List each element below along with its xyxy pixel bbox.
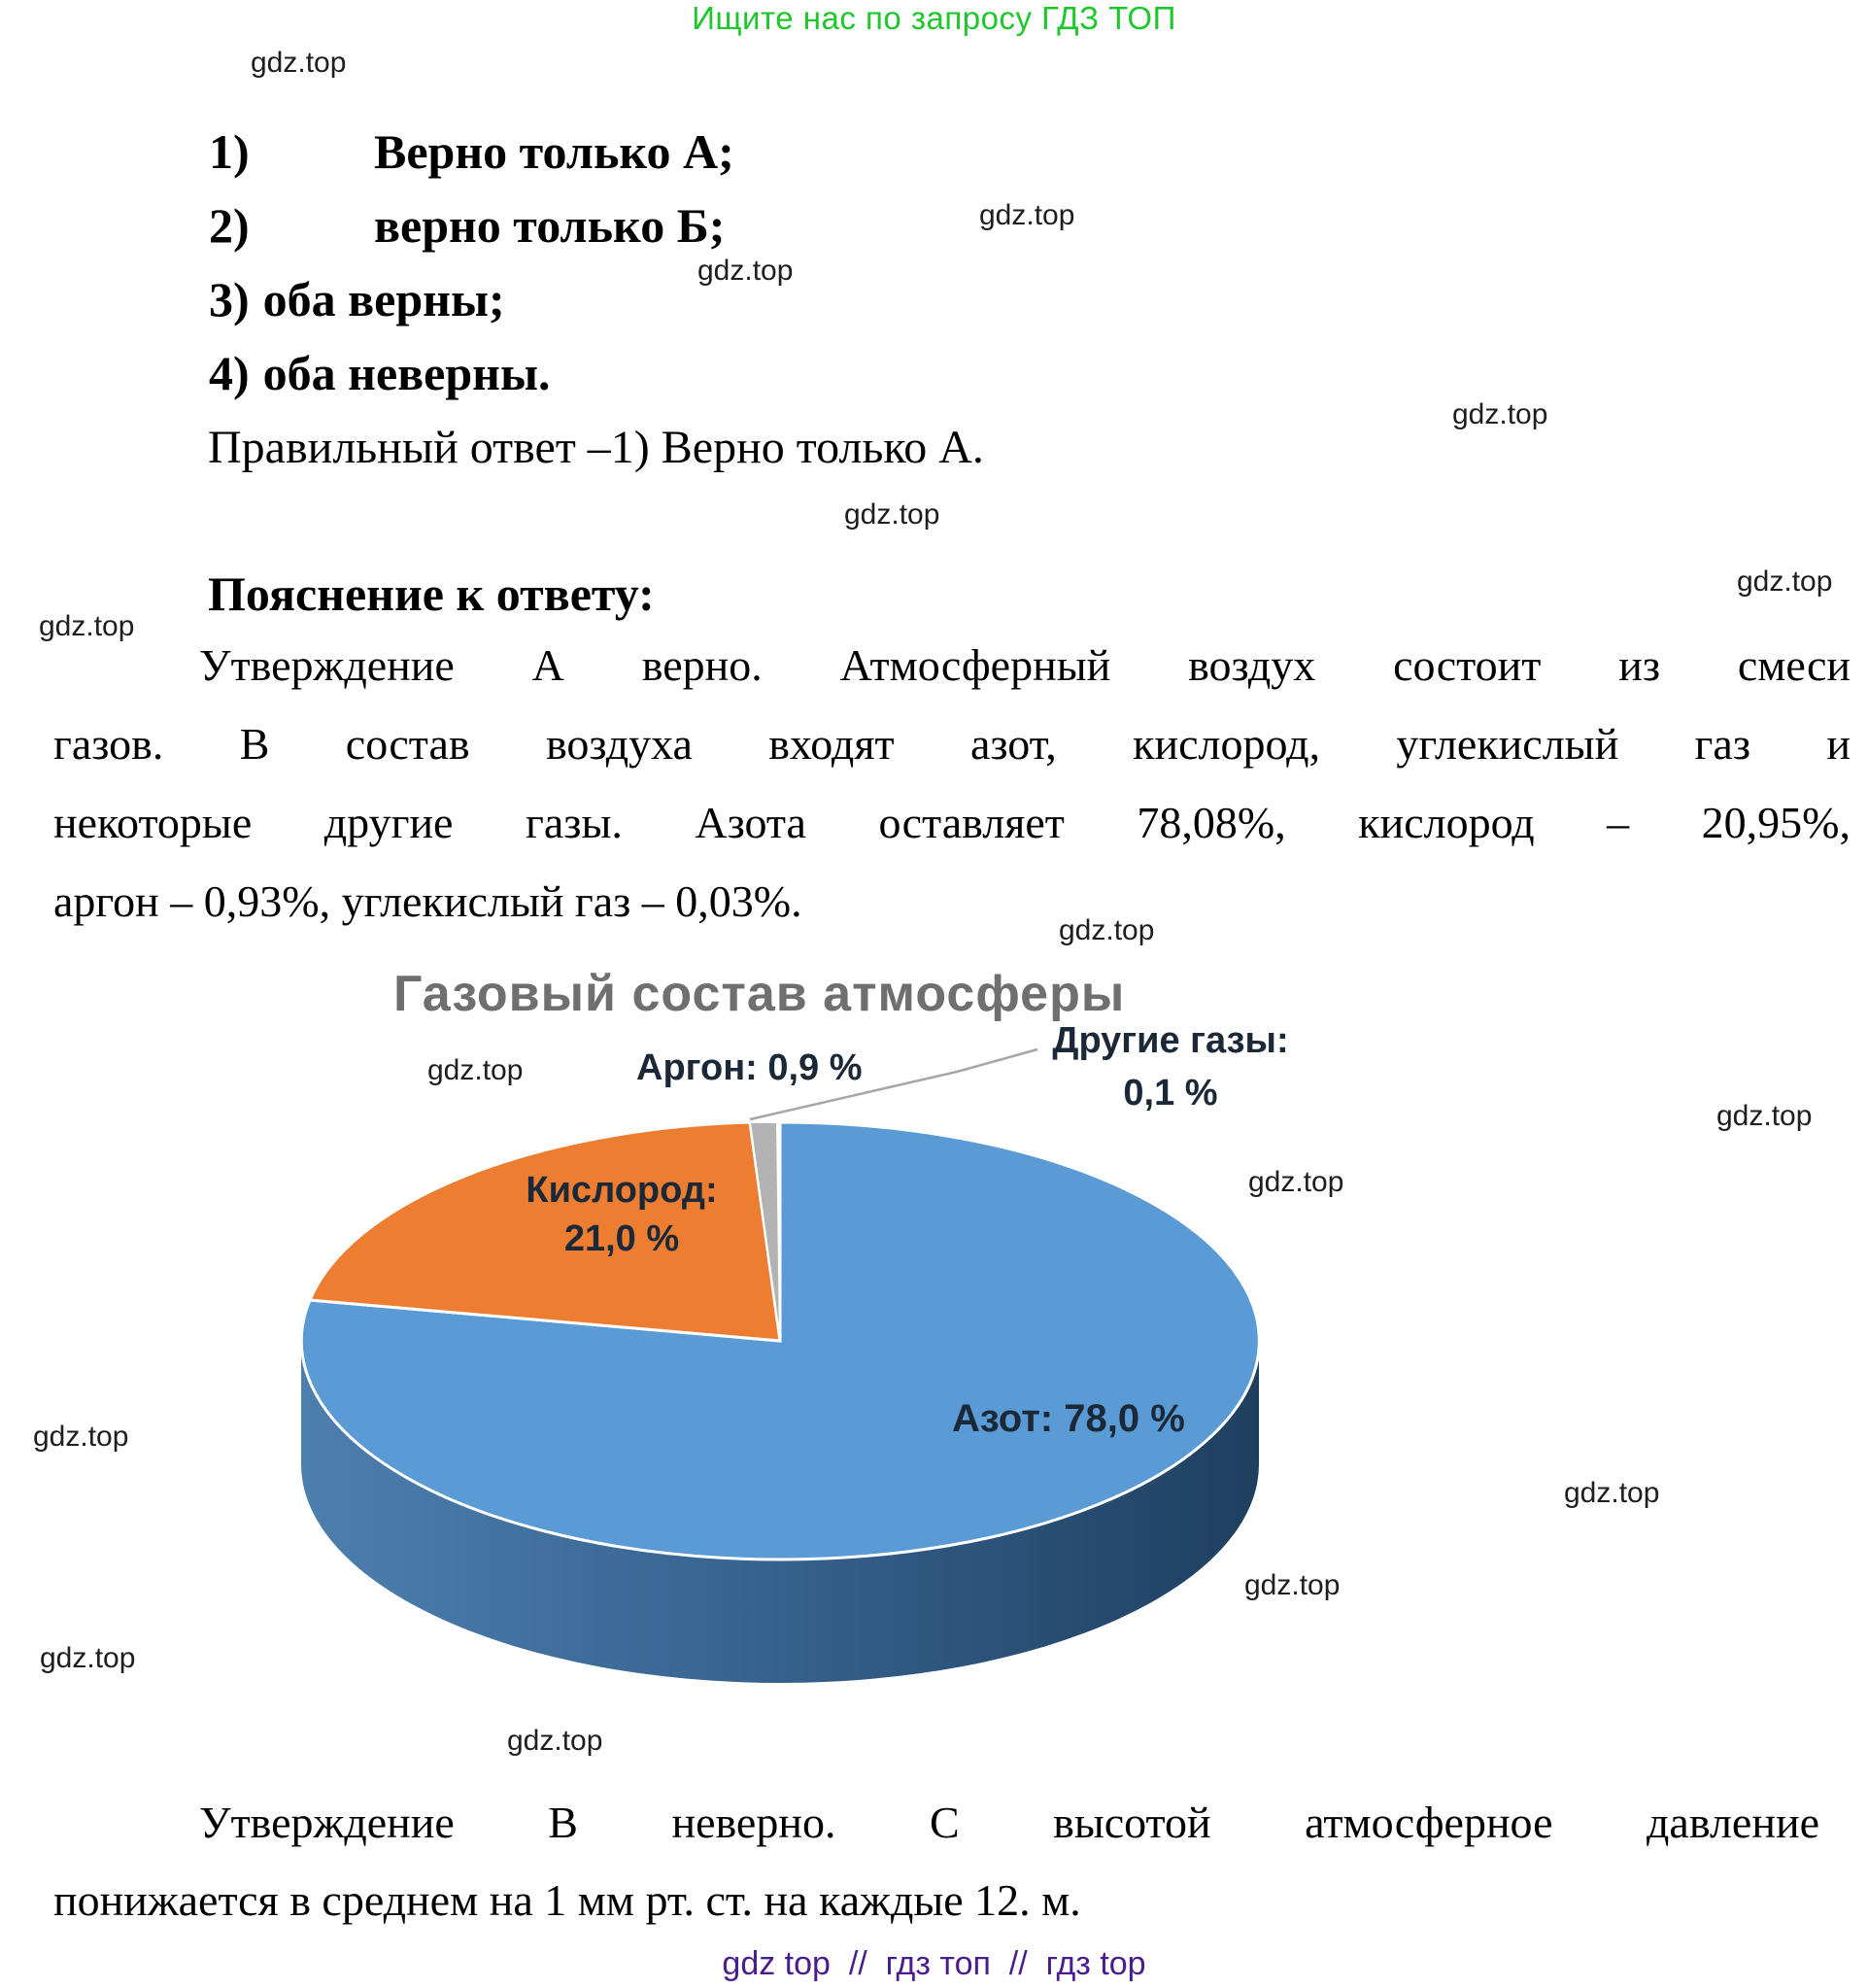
chart-title: Газовый состав атмосферы [393,966,1126,1022]
watermark: gdz.top [39,610,135,642]
watermark: gdz.top [1248,1166,1344,1198]
option-label: Верно только А; [374,124,734,179]
pie-label-drugie-value: 0,1 % [1123,1073,1218,1114]
option-number: 3) [209,272,250,326]
promo-header: Ищите нас по запросу ГДЗ ТОП [692,0,1176,36]
watermark: gdz.top [844,498,940,531]
pie-slice-azot [299,1120,1261,1561]
explanation-heading: Пояснение к ответу: [208,566,655,621]
pie-label-kislorod-title: Кислород: [526,1170,718,1211]
answer-option-3: 3) оба верны; [209,269,505,329]
paragraph-a-line-1: Утверждение А верно. Атмосферный воздух … [199,640,1851,690]
paragraph-a-line-2: газов. В состав воздуха входят азот, кис… [53,719,1851,769]
watermark: gdz.top [507,1725,603,1757]
watermark: gdz.top [1244,1569,1341,1601]
pie-label-kislorod-value: 21,0 % [563,1218,680,1259]
option-number: 4) [209,346,250,400]
watermark: gdz.top [1059,914,1155,946]
watermark: gdz.top [1564,1477,1660,1509]
pie-slice-argon [748,1120,781,1342]
option-label: оба верны; [262,272,505,326]
pie-slice-drugie [776,1121,781,1342]
pie-label-drugie-title: Другие газы: [1052,1020,1289,1061]
watermark: gdz.top [1737,566,1833,598]
option-number: 2) [209,198,250,253]
footer-branding: gdz top // гдз топ // гдз top [722,1945,1146,1982]
answer-option-1: 1) Верно только А; [209,121,734,182]
option-label: оба неверны. [262,346,551,400]
paragraph-a-line-3: некоторые другие газы. Азота оставляет 7… [53,798,1851,847]
watermark: gdz.top [427,1054,524,1086]
paragraph-a-line-4: аргон – 0,93%, углекислый газ – 0,03%. [53,876,802,926]
paragraph-b-line-2: понижается в среднем на 1 мм рт. ст. на … [53,1875,1081,1925]
answer-option-4: 4) оба неверны. [209,343,551,403]
option-label: верно только Б; [374,198,726,253]
pie-label-argon: Аргон: 0,9 % [636,1047,863,1088]
pie-side-band [301,1341,1259,1683]
watermark: gdz.top [251,47,347,79]
pie-label-azot: Азот: 78,0 % [952,1397,1185,1440]
watermark: gdz.top [40,1642,136,1674]
option-number: 1) [209,124,250,179]
watermark: gdz.top [979,199,1075,231]
correct-answer-line: Правильный ответ –1) Верно только А. [208,422,984,473]
watermark: gdz.top [33,1421,129,1453]
paragraph-b-line-1: Утверждение В неверно. С высотой атмосфе… [199,1798,1819,1847]
watermark: gdz.top [1716,1100,1813,1132]
watermark: gdz.top [697,255,794,287]
pie-label-kislorod: Кислород: 21,0 % [500,1166,743,1263]
watermark: gdz.top [1452,398,1548,430]
answer-option-2: 2) верно только Б; [209,195,725,256]
